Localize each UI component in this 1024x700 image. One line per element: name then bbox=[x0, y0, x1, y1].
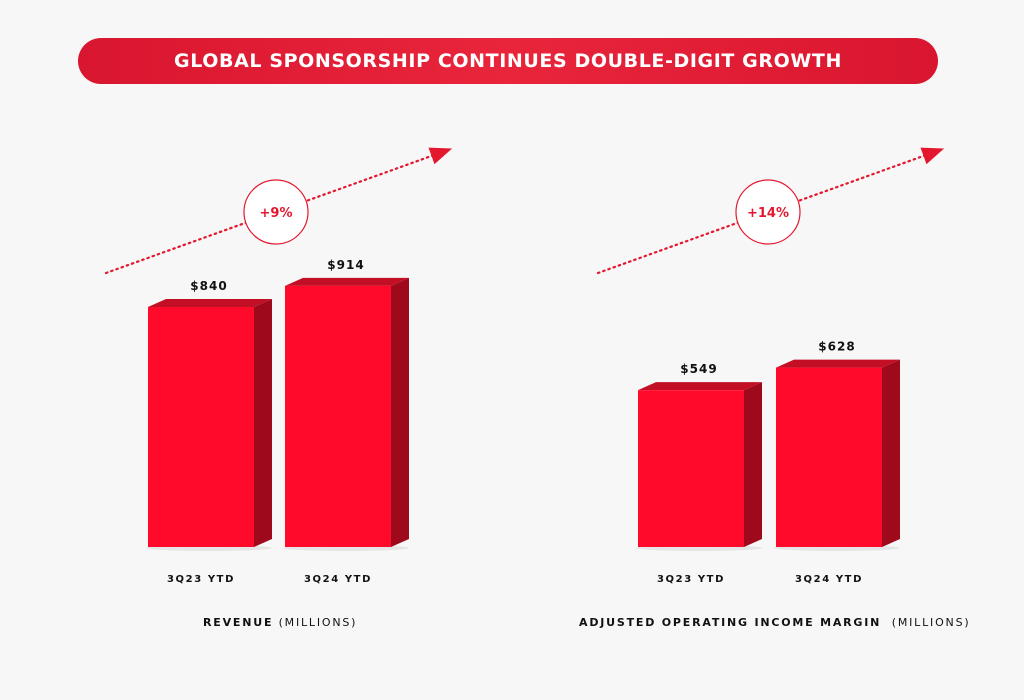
bar-top-0-1 bbox=[285, 277, 409, 286]
growth-circle-0 bbox=[243, 179, 309, 245]
category-label-0-0: 3Q23 YTD bbox=[167, 574, 235, 585]
data-label-0-0: $840 bbox=[190, 279, 227, 293]
category-label-1-1: 3Q24 YTD bbox=[795, 574, 863, 585]
page-title: GLOBAL SPONSORSHIP CONTINUES DOUBLE-DIGI… bbox=[174, 50, 842, 72]
bar-0-1 bbox=[285, 285, 391, 547]
bar-top-1-0 bbox=[638, 382, 762, 391]
data-label-1-0: $549 bbox=[680, 362, 717, 376]
bar-1-1 bbox=[776, 367, 882, 547]
data-label-1-1: $628 bbox=[818, 340, 855, 354]
margin-axis-label: ADJUSTED OPERATING INCOME MARGIN bbox=[579, 616, 882, 629]
category-label-0-1: 3Q24 YTD bbox=[304, 574, 372, 585]
bar-side-0-0 bbox=[254, 299, 272, 547]
margin-caption: ADJUSTED OPERATING INCOME MARGIN (MILLIO… bbox=[579, 616, 970, 629]
title-banner: GLOBAL SPONSORSHIP CONTINUES DOUBLE-DIGI… bbox=[78, 38, 938, 84]
bar-side-0-1 bbox=[391, 277, 409, 547]
margin-axis-unit: (MILLIONS) bbox=[891, 616, 971, 629]
category-label-1-0: 3Q23 YTD bbox=[657, 574, 725, 585]
bar-side-1-1 bbox=[882, 359, 900, 547]
data-label-0-1: $914 bbox=[327, 258, 364, 272]
bar-top-1-1 bbox=[776, 359, 900, 368]
revenue-axis-label: REVENUE bbox=[203, 616, 274, 629]
revenue-caption: REVENUE (MILLIONS) bbox=[203, 616, 357, 629]
bar-top-0-0 bbox=[148, 299, 272, 308]
bar-side-1-0 bbox=[744, 382, 762, 547]
revenue-axis-unit: (MILLIONS) bbox=[278, 616, 358, 629]
bar-0-0 bbox=[148, 307, 254, 547]
growth-label-1: +14% bbox=[747, 206, 789, 221]
growth-circle-1 bbox=[735, 179, 801, 245]
bar-1-0 bbox=[638, 390, 744, 547]
growth-label-0: +9% bbox=[260, 206, 293, 221]
